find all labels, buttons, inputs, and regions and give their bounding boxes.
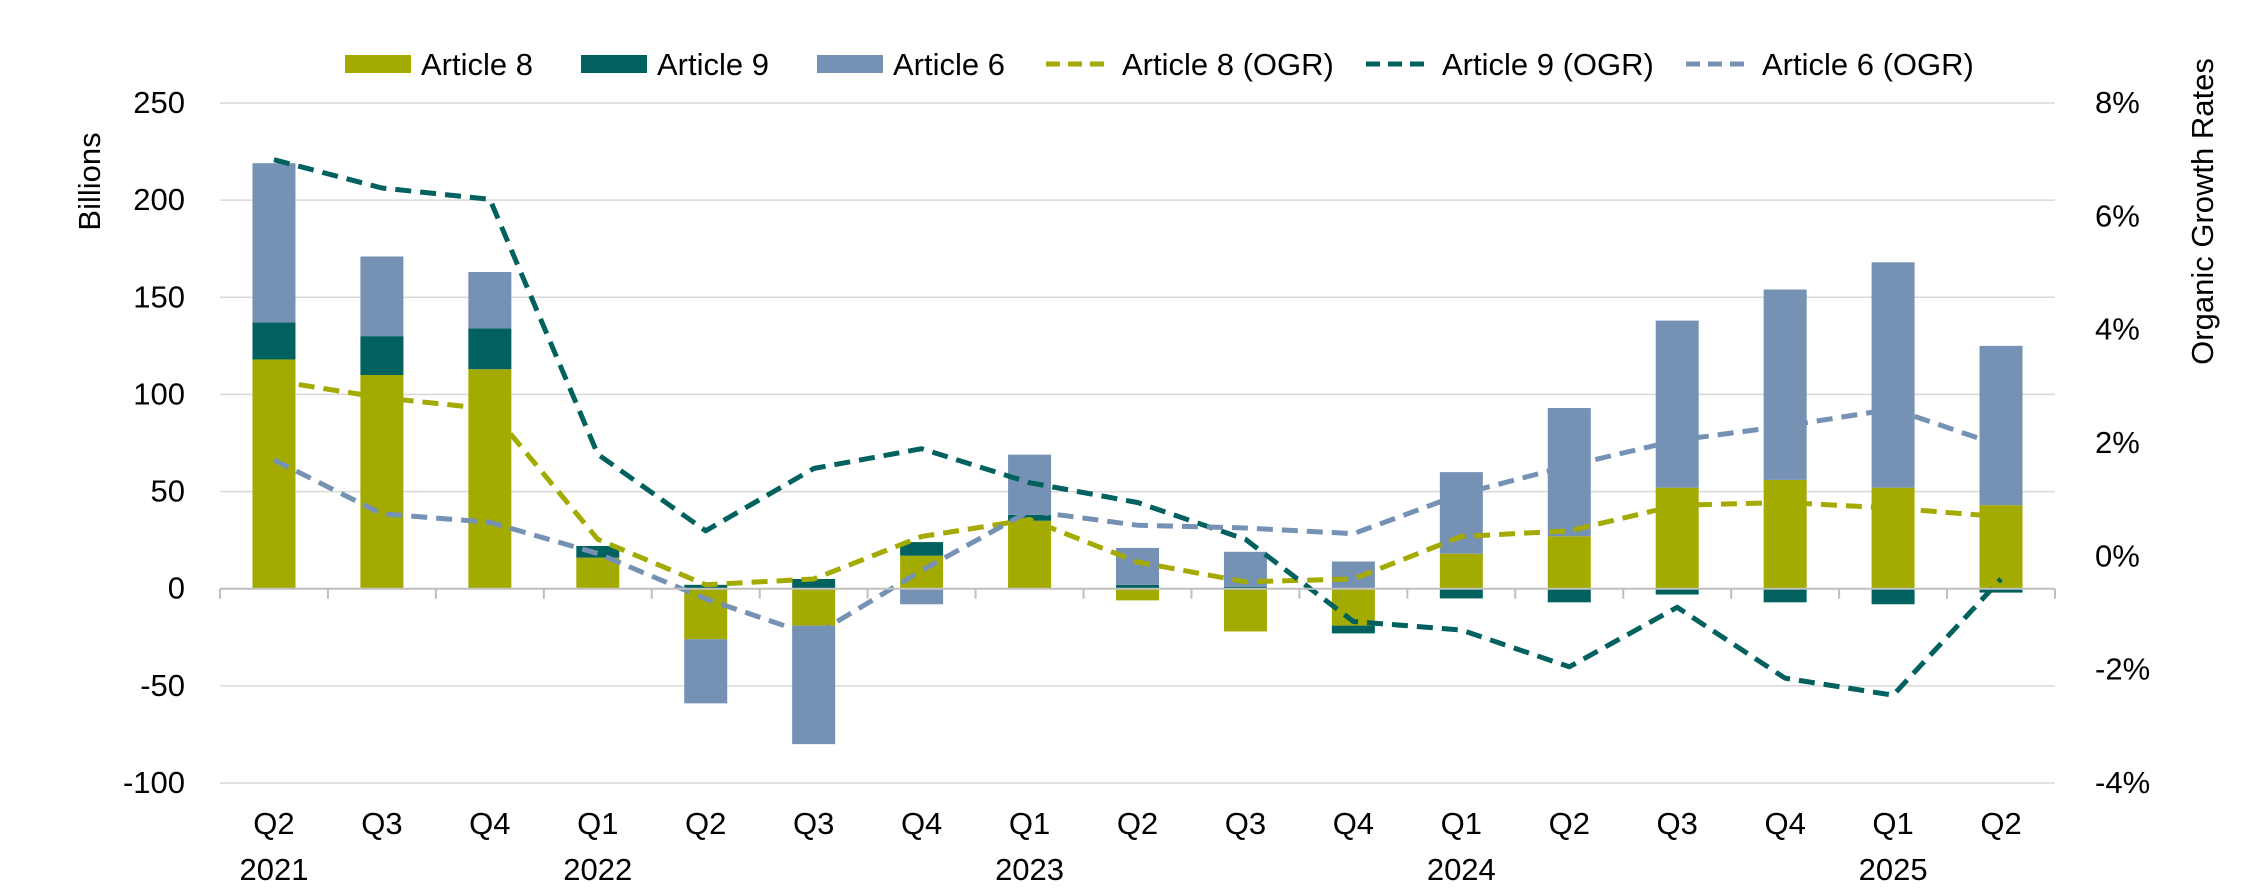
- x-year-label: 2022: [563, 852, 632, 887]
- bar-article-6: [1547, 408, 1591, 537]
- x-tick-label: Q1: [1009, 806, 1050, 841]
- bar-article-8: [468, 369, 512, 589]
- line-article-6-ogr: [272, 406, 2002, 639]
- bar-article-8: [1439, 553, 1483, 589]
- bar-article-6: [1439, 472, 1483, 554]
- y-tick-label: 0: [168, 571, 185, 606]
- bar-article-9: [1439, 588, 1483, 599]
- y2-axis-title: Organic Growth Rates: [2185, 58, 2220, 365]
- legend: Article 8 Article 9 Article 6 Article 8 (OG…: [345, 47, 1974, 82]
- bar-article-9: [1331, 625, 1375, 634]
- bar-article-9: [1979, 588, 2023, 593]
- y2-tick-label: 2%: [2095, 425, 2140, 460]
- legend-label-article-6: Article 6: [893, 47, 1005, 82]
- x-tick-label: Q4: [1764, 806, 1805, 841]
- y-tick-label: -50: [140, 668, 185, 703]
- x-year-label: 2024: [1427, 852, 1496, 887]
- x-year-label: 2023: [995, 852, 1064, 887]
- bar-article-6: [1655, 320, 1699, 488]
- y-axis-title: Billions: [72, 132, 107, 230]
- bar-article-6: [360, 256, 404, 337]
- bar-article-6: [252, 163, 296, 323]
- bar-article-6: [684, 639, 728, 704]
- x-year-label: 2025: [1859, 852, 1928, 887]
- x-tick-label: Q4: [1333, 806, 1374, 841]
- legend-swatch-article-6: [817, 55, 883, 73]
- bar-article-6: [1871, 262, 1915, 488]
- y-tick-label: 100: [133, 376, 185, 411]
- y-tick-label: 250: [133, 85, 185, 120]
- y-tick-label: 50: [151, 474, 185, 509]
- x-tick-label: Q4: [901, 806, 942, 841]
- bar-article-9: [792, 579, 836, 589]
- bar-article-8: [1763, 479, 1807, 589]
- gridlines: [220, 102, 2055, 784]
- bar-article-9: [468, 328, 512, 370]
- legend-label-article-9: Article 9: [657, 47, 769, 82]
- axes: -100 -50 0 50 100 150 200 250 -4% -2% 0% 2% 4% 6% 8% Q2…: [72, 58, 2220, 887]
- y-tick-label: 200: [133, 182, 185, 217]
- legend-label-article-6-ogr: Article 6 (OGR): [1762, 47, 1974, 82]
- x-tick-label: Q3: [1657, 806, 1698, 841]
- y2-tick-label: -2%: [2095, 652, 2150, 687]
- bar-article-8: [360, 375, 404, 589]
- y-tick-label: -100: [123, 765, 185, 800]
- y-tick-label: 150: [133, 279, 185, 314]
- x-tick-label: Q2: [685, 806, 726, 841]
- x-tick-label: Q4: [469, 806, 510, 841]
- x-tick-label: Q2: [1117, 806, 1158, 841]
- bar-article-8: [1223, 588, 1267, 632]
- x-tick-label: Q2: [1980, 806, 2021, 841]
- x-tick-label: Q1: [1872, 806, 1913, 841]
- bar-article-8: [1547, 536, 1591, 589]
- bar-article-6: [1763, 289, 1807, 480]
- x-tick-label: Q3: [793, 806, 834, 841]
- legend-label-article-9-ogr: Article 9 (OGR): [1442, 47, 1654, 82]
- x-tick-label: Q2: [1549, 806, 1590, 841]
- bar-article-8: [900, 555, 944, 589]
- y2-tick-label: 6%: [2095, 198, 2140, 233]
- legend-swatch-article-9: [581, 55, 647, 73]
- legend-label-article-8: Article 8: [421, 47, 533, 82]
- bar-article-8: [1116, 588, 1159, 601]
- bar-article-9: [1116, 584, 1159, 589]
- bar-article-8: [1979, 505, 2023, 589]
- y2-tick-label: 8%: [2095, 85, 2140, 120]
- bar-article-6: [900, 588, 944, 605]
- bar-article-9: [1655, 588, 1699, 595]
- y2-tick-label: 0%: [2095, 538, 2140, 573]
- y2-tick-label: -4%: [2095, 765, 2150, 800]
- legend-label-article-8-ogr: Article 8 (OGR): [1122, 47, 1334, 82]
- bar-article-9: [360, 336, 404, 375]
- bar-article-8: [576, 557, 620, 589]
- bar-article-8: [252, 359, 296, 589]
- y2-tick-label: 4%: [2095, 312, 2140, 347]
- line-article-8-ogr: [273, 378, 2002, 588]
- ogr-lines: [272, 157, 2003, 698]
- bar-article-6: [792, 625, 836, 745]
- legend-swatch-article-8: [345, 55, 411, 73]
- bar-article-9: [1871, 588, 1915, 605]
- bar-article-8: [792, 588, 836, 626]
- bar-article-6: [468, 272, 512, 329]
- bar-article-9: [252, 322, 296, 360]
- bar-article-9: [900, 542, 944, 556]
- bar-article-9: [1763, 588, 1807, 603]
- bar-article-8: [1871, 487, 1915, 589]
- x-year-label: 2021: [239, 852, 308, 887]
- x-tick-label: Q3: [1225, 806, 1266, 841]
- line-article-9-ogr: [273, 157, 2003, 698]
- x-tick-label: Q1: [577, 806, 618, 841]
- bar-article-9: [1547, 588, 1591, 603]
- bar-article-6: [1979, 345, 2023, 506]
- x-tick-label: Q1: [1441, 806, 1482, 841]
- x-tick-label: Q2: [253, 806, 294, 841]
- x-tick-label: Q3: [361, 806, 402, 841]
- bar-article-8: [1008, 520, 1052, 589]
